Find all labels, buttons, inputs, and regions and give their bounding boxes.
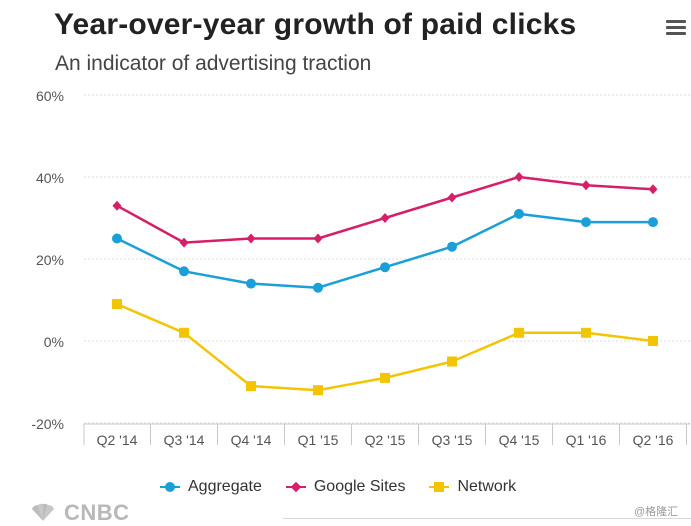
x-tick-label: Q1 '16 xyxy=(566,432,607,448)
peacock-icon xyxy=(32,503,54,521)
data-point-google-sites xyxy=(380,213,390,223)
chart-title: Year-over-year growth of paid clicks xyxy=(54,8,577,41)
cnbc-logo: CNBC xyxy=(28,500,130,526)
data-point-network xyxy=(648,336,658,346)
legend-label-google-sites: Google Sites xyxy=(313,478,406,495)
x-tick-label: Q3 '15 xyxy=(432,432,473,448)
data-point-aggregate xyxy=(380,262,390,273)
data-point-google-sites xyxy=(648,184,658,195)
y-tick-label: 20% xyxy=(36,252,64,268)
y-tick-label: 40% xyxy=(36,170,64,186)
legend-label-network: Network xyxy=(457,478,517,495)
data-point-network xyxy=(179,327,189,338)
legend-item-network[interactable]: Network xyxy=(429,478,516,496)
y-tick-label: -20% xyxy=(31,416,64,432)
data-point-google-sites xyxy=(447,192,457,203)
line-chart: -20% 0% 20% 40% 60% Q2 '14 Q3 '14 Q4 '14 Q1 '15 Q… xyxy=(31,88,690,448)
x-tick-label: Q4 '14 xyxy=(231,432,272,448)
legend-label-aggregate: Aggregate xyxy=(188,478,262,495)
series-line-aggregate xyxy=(116,212,653,289)
chart-legend: Aggregate Google Sites Network xyxy=(160,476,516,498)
data-point-network xyxy=(380,372,390,383)
data-point-aggregate xyxy=(447,241,457,252)
legend-swatch-network xyxy=(429,481,450,493)
x-tick-label: Q2 '15 xyxy=(365,432,406,448)
legend-item-google-sites[interactable]: Google Sites xyxy=(285,478,406,496)
data-point-aggregate xyxy=(313,282,323,293)
legend-swatch-aggregate xyxy=(160,481,180,493)
x-tick-label: Q2 '16 xyxy=(633,432,674,448)
data-point-aggregate xyxy=(648,217,658,228)
data-point-google-sites xyxy=(313,233,323,244)
y-tick-label: 60% xyxy=(36,88,64,104)
x-tick-label: Q2 '14 xyxy=(97,432,138,448)
divider xyxy=(283,518,691,519)
data-point-network xyxy=(246,381,256,392)
data-point-google-sites xyxy=(246,233,256,244)
data-point-google-sites xyxy=(581,180,591,191)
data-point-google-sites xyxy=(514,172,524,182)
data-point-aggregate xyxy=(179,266,189,277)
hamburger-menu-icon[interactable] xyxy=(666,20,686,36)
chart-subtitle: An indicator of advertising traction xyxy=(55,52,372,75)
data-point-network xyxy=(112,299,122,310)
y-tick-label: 0% xyxy=(44,334,64,350)
x-tick-label: Q4 '15 xyxy=(499,432,540,448)
data-point-network xyxy=(447,356,457,367)
logo-text: CNBC xyxy=(64,500,130,525)
data-point-aggregate xyxy=(112,233,122,244)
series-line-google-sites xyxy=(116,175,654,244)
data-point-aggregate xyxy=(581,217,591,228)
data-point-google-sites xyxy=(112,200,122,211)
legend-swatch-google-sites xyxy=(285,481,306,493)
data-point-network xyxy=(581,327,591,338)
watermark: @格隆汇 xyxy=(634,506,679,518)
data-point-network xyxy=(313,385,323,396)
x-tick-label: Q3 '14 xyxy=(164,432,205,448)
data-point-network xyxy=(514,327,524,338)
data-point-aggregate xyxy=(514,208,524,219)
data-point-google-sites xyxy=(179,237,189,248)
legend-item-aggregate[interactable]: Aggregate xyxy=(160,478,262,496)
x-tick-label: Q1 '15 xyxy=(298,432,339,448)
data-point-aggregate xyxy=(246,278,256,289)
